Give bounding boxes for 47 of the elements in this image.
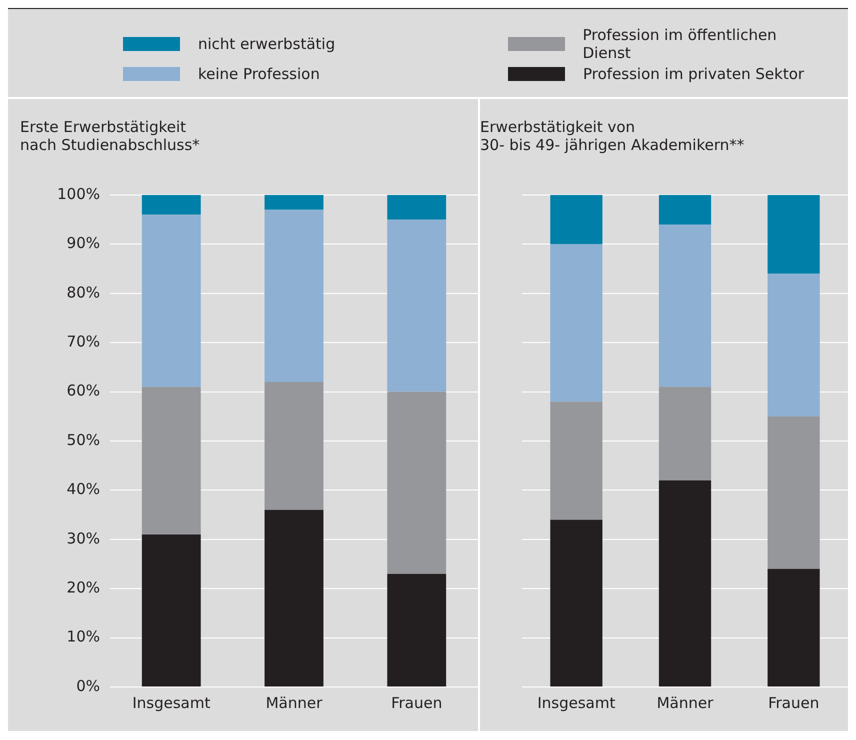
bar [387,220,446,392]
y-tick-label: 100% [57,184,100,203]
bar [142,386,201,534]
bar [264,510,324,686]
x-tick-label: Männer [656,694,714,712]
bar [768,416,820,569]
y-tick-label: 0% [76,676,100,695]
bar [658,480,712,686]
bar [768,568,820,686]
chart-title: Erwerbstätigkeit von 30- bis 49- jährigen Akademikern** [480,118,745,154]
bar [142,195,201,215]
bar [768,195,820,274]
y-tick-label: 60% [66,382,100,400]
chart-title: Erste Erwerbstätigkeit nach Studienabschluss* [20,118,200,154]
y-tick-label: 80% [66,283,100,302]
x-tick-label: Insgesamt [132,694,210,712]
bar [264,195,324,210]
bar [142,214,201,387]
legend-label: Profession im öffentlichen Dienst [582,26,778,62]
bar [658,224,712,387]
bar [768,274,820,416]
y-tick-label: 70% [66,332,100,350]
y-tick-label: 30% [66,529,100,548]
bar [387,195,446,220]
legend-label: keine Profession [198,65,320,83]
bar [387,574,446,686]
y-tick-label: 40% [66,480,100,498]
x-tick-label: Frauen [391,694,442,712]
bar [264,210,324,382]
legend-label: Profession im privaten Sektor [583,65,804,83]
bar [264,382,324,510]
bar [658,195,712,225]
y-tick-label: 10% [66,628,100,646]
bar [550,402,602,520]
legend-label: nicht erwerbstätig [198,35,336,53]
y-tick-label: 90% [66,234,100,252]
bar [142,534,201,686]
x-tick-label: Frauen [768,694,820,712]
bar [550,195,602,244]
y-tick-label: 20% [66,578,100,596]
x-tick-label: Insgesamt [537,694,616,712]
x-tick-label: Männer [266,694,324,712]
bar [387,392,446,574]
y-tick-label: 50% [66,430,100,449]
bar [550,520,602,686]
bar [550,244,602,402]
bar [658,386,712,480]
